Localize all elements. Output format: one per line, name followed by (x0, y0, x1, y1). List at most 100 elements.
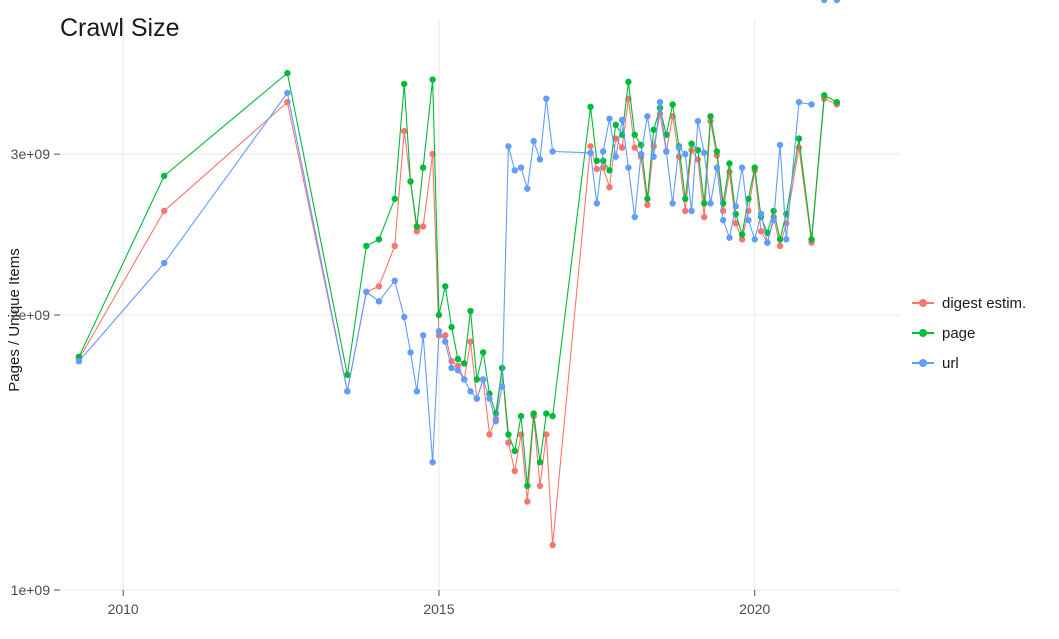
data-point-page[interactable]: page: 2014.45 -> 3580000000 (401, 81, 407, 87)
data-point-url[interactable]: url: 2016.00 -> 1670000000 (499, 383, 505, 389)
data-point-url[interactable]: url: 2013.85 -> 2120000000 (363, 289, 369, 295)
data-point-page[interactable]: page: 2018.30 -> 2680000000 (644, 196, 650, 202)
data-point-page[interactable]: page: 2017.40 -> 3380000000 (587, 104, 593, 110)
data-point-url[interactable]: url: 2019.70 -> 2630000000 (733, 203, 739, 209)
data-point-url[interactable]: url: 2016.50 -> 3100000000 (530, 138, 536, 144)
data-point-digest-estim-[interactable]: digest estim.: 2019.20 -> 2560000000 (701, 214, 707, 220)
data-point-url[interactable]: url: 2020.90 -> 3400000000 (808, 101, 814, 107)
data-point-page[interactable]: page: 2016.10 -> 1480000000 (505, 431, 511, 437)
data-point-page[interactable]: page: 2018.70 -> 3400000000 (669, 101, 675, 107)
data-point-url[interactable]: url: 2018.30 -> 3300000000 (644, 113, 650, 119)
data-point-url[interactable]: url: 2009.30 -> 1780000000 (76, 358, 82, 364)
data-point-url[interactable]: url: 2015.80 -> 1620000000 (486, 395, 492, 401)
data-point-digest-estim-[interactable]: digest estim.: 2016.40 -> 1250000000 (524, 498, 530, 504)
data-point-url[interactable]: url: 2019.90 -> 2540000000 (745, 217, 751, 223)
data-point-page[interactable]: page: 2014.05 -> 2420000000 (376, 236, 382, 242)
data-point-url[interactable]: url: 2018.90 -> 3000000000 (682, 151, 688, 157)
data-point-page[interactable]: page: 2014.55 -> 2800000000 (407, 178, 413, 184)
data-point-url[interactable]: url: 2016.30 -> 2900000000 (518, 164, 524, 170)
data-point-page[interactable]: page: 2010.65 -> 2840000000 (161, 173, 167, 179)
data-point-url[interactable]: url: 2020.10 -> 2580000000 (758, 211, 764, 217)
data-point-page[interactable]: page: 2018.00 -> 3600000000 (625, 79, 631, 85)
data-point-page[interactable]: page: 2015.40 -> 1770000000 (461, 360, 467, 366)
data-point-digest-estim-[interactable]: digest estim.: 2015.80 -> 1480000000 (486, 431, 492, 437)
data-point-url[interactable]: url: 2019.10 -> 3260000000 (695, 118, 701, 124)
data-point-url[interactable]: url: 2014.05 -> 2070000000 (376, 298, 382, 304)
data-point-url[interactable]: url: 2014.55 -> 1820000000 (407, 349, 413, 355)
data-point-digest-estim-[interactable]: digest estim.: 2010.65 -> 2600000000 (161, 208, 167, 214)
data-point-page[interactable]: page: 2020.30 -> 2600000000 (770, 208, 776, 214)
data-point-url[interactable]: url: 2014.30 -> 2180000000 (392, 278, 398, 284)
data-point-page[interactable]: page: 2015.50 -> 2020000000 (467, 308, 473, 314)
data-point-url[interactable]: url: 2015.30 -> 1740000000 (455, 367, 461, 373)
data-point-page[interactable]: page: 2012.60 -> 3680000000 (284, 70, 290, 76)
data-point-page[interactable]: page: 2014.75 -> 2900000000 (420, 164, 426, 170)
data-point-url[interactable]: url: 2017.50 -> 2650000000 (594, 200, 600, 206)
data-point-url[interactable]: url: 2017.70 -> 3280000000 (606, 116, 612, 122)
data-point-page[interactable]: page: 2019.20 -> 2650000000 (701, 200, 707, 206)
data-point-url[interactable]: url: 2017.40 -> 3010000000 (587, 150, 593, 156)
data-point-url[interactable]: url: 2016.70 -> 3450000000 (543, 95, 549, 101)
data-point-url[interactable]: url: 2018.70 -> 2650000000 (669, 200, 675, 206)
data-point-digest-estim-[interactable]: digest estim.: 2019.50 -> 2600000000 (720, 208, 726, 214)
data-point-url[interactable]: url: 2015.20 -> 1750000000 (448, 365, 454, 371)
data-point-digest-estim-[interactable]: digest estim.: 2016.20 -> 1350000000 (512, 468, 518, 474)
data-point-url[interactable]: url: 2018.80 -> 3050000000 (676, 144, 682, 150)
data-point-digest-estim-[interactable]: digest estim.: 2017.90 -> 3050000000 (619, 144, 625, 150)
data-point-page[interactable]: page: 2015.30 -> 1790000000 (455, 356, 461, 362)
data-point-url[interactable]: url: 2016.40 -> 2750000000 (524, 185, 530, 191)
data-point-url[interactable]: url: 2021.10 -> undefined (821, 0, 827, 3)
data-point-digest-estim-[interactable]: digest estim.: 2016.60 -> 1300000000 (537, 483, 543, 489)
data-point-url[interactable]: url: 2017.60 -> 3020000000 (600, 148, 606, 154)
data-point-page[interactable]: page: 2016.30 -> 1550000000 (518, 413, 524, 419)
data-point-digest-estim-[interactable]: digest estim.: 2014.30 -> 2380000000 (392, 243, 398, 249)
data-point-digest-estim-[interactable]: digest estim.: 2017.70 -> 2760000000 (606, 184, 612, 190)
data-point-page[interactable]: page: 2015.70 -> 1820000000 (480, 349, 486, 355)
data-point-page[interactable]: page: 2018.10 -> 3150000000 (632, 132, 638, 138)
data-point-url[interactable]: url: 2014.45 -> 1990000000 (401, 314, 407, 320)
data-point-url[interactable]: url: 2016.20 -> 2880000000 (512, 167, 518, 173)
data-point-url[interactable]: url: 2015.40 -> 1700000000 (461, 376, 467, 382)
data-point-digest-estim-[interactable]: digest estim.: 2017.40 -> 3060000000 (587, 143, 593, 149)
data-point-digest-estim-[interactable]: digest estim.: 2019.60 -> 2870000000 (726, 169, 732, 175)
data-point-url[interactable]: url: 2019.60 -> 2430000000 (726, 235, 732, 241)
data-point-page[interactable]: page: 2014.90 -> 3620000000 (429, 76, 435, 82)
data-point-page[interactable]: page: 2021.30 -> 3420000000 (834, 99, 840, 105)
data-point-page[interactable]: page: 2014.65 -> 2500000000 (414, 223, 420, 229)
data-point-url[interactable]: url: 2020.20 -> 2400000000 (764, 239, 770, 245)
data-point-url[interactable]: url: 2018.40 -> 2980000000 (650, 154, 656, 160)
data-point-digest-estim-[interactable]: digest estim.: 2018.80 -> 2980000000 (676, 154, 682, 160)
data-point-url[interactable]: url: 2020.00 -> 2420000000 (752, 236, 758, 242)
data-point-url[interactable]: url: 2018.50 -> 3420000000 (657, 99, 663, 105)
data-point-url[interactable]: url: 2019.50 -> 2540000000 (720, 217, 726, 223)
data-point-page[interactable]: page: 2013.85 -> 2380000000 (363, 243, 369, 249)
data-point-page[interactable]: page: 2016.50 -> 1560000000 (530, 410, 536, 416)
data-point-page[interactable]: page: 2020.00 -> 2900000000 (752, 164, 758, 170)
data-point-page[interactable]: page: 2014.30 -> 2680000000 (392, 196, 398, 202)
data-point-url[interactable]: url: 2019.20 -> 3010000000 (701, 150, 707, 156)
legend-item-page[interactable]: page (912, 318, 1052, 348)
data-point-page[interactable]: page: 2019.40 -> 3020000000 (714, 148, 720, 154)
data-point-url[interactable]: url: 2012.60 -> 3500000000 (284, 90, 290, 96)
data-point-page[interactable]: page: 2018.90 -> 2680000000 (682, 196, 688, 202)
data-point-url[interactable]: url: 2020.50 -> 2420000000 (783, 236, 789, 242)
data-point-page[interactable]: page: 2015.10 -> 2150000000 (442, 283, 448, 289)
data-point-url[interactable]: url: 2016.60 -> 2960000000 (537, 156, 543, 162)
data-point-digest-estim-[interactable]: digest estim.: 2018.30 -> 2640000000 (644, 202, 650, 208)
data-point-url[interactable]: url: 2013.55 -> 1650000000 (344, 388, 350, 394)
data-point-page[interactable]: page: 2018.40 -> 3190000000 (650, 127, 656, 133)
data-point-page[interactable]: page: 2019.30 -> 3300000000 (707, 113, 713, 119)
data-point-url[interactable]: url: 2019.40 -> 2900000000 (714, 164, 720, 170)
data-point-url[interactable]: url: 2020.40 -> 3070000000 (777, 142, 783, 148)
data-point-url[interactable]: url: 2015.90 -> 1530000000 (493, 418, 499, 424)
data-point-page[interactable]: page: 2015.60 -> 1700000000 (474, 376, 480, 382)
data-point-url[interactable]: url: 2018.60 -> 3020000000 (663, 148, 669, 154)
data-point-url[interactable]: url: 2017.90 -> 3270000000 (619, 117, 625, 123)
data-point-url[interactable]: url: 2020.30 -> 2540000000 (770, 217, 776, 223)
data-point-page[interactable]: page: 2016.20 -> 1420000000 (512, 448, 518, 454)
legend-item-url[interactable]: url (912, 348, 1052, 378)
data-point-url[interactable]: url: 2015.60 -> 1620000000 (474, 395, 480, 401)
data-point-page[interactable]: page: 2015.00 -> 2000000000 (436, 312, 442, 318)
data-point-digest-estim-[interactable]: digest estim.: 2020.40 -> 2380000000 (777, 243, 783, 249)
data-point-url[interactable]: url: 2016.10 -> 3060000000 (505, 143, 511, 149)
